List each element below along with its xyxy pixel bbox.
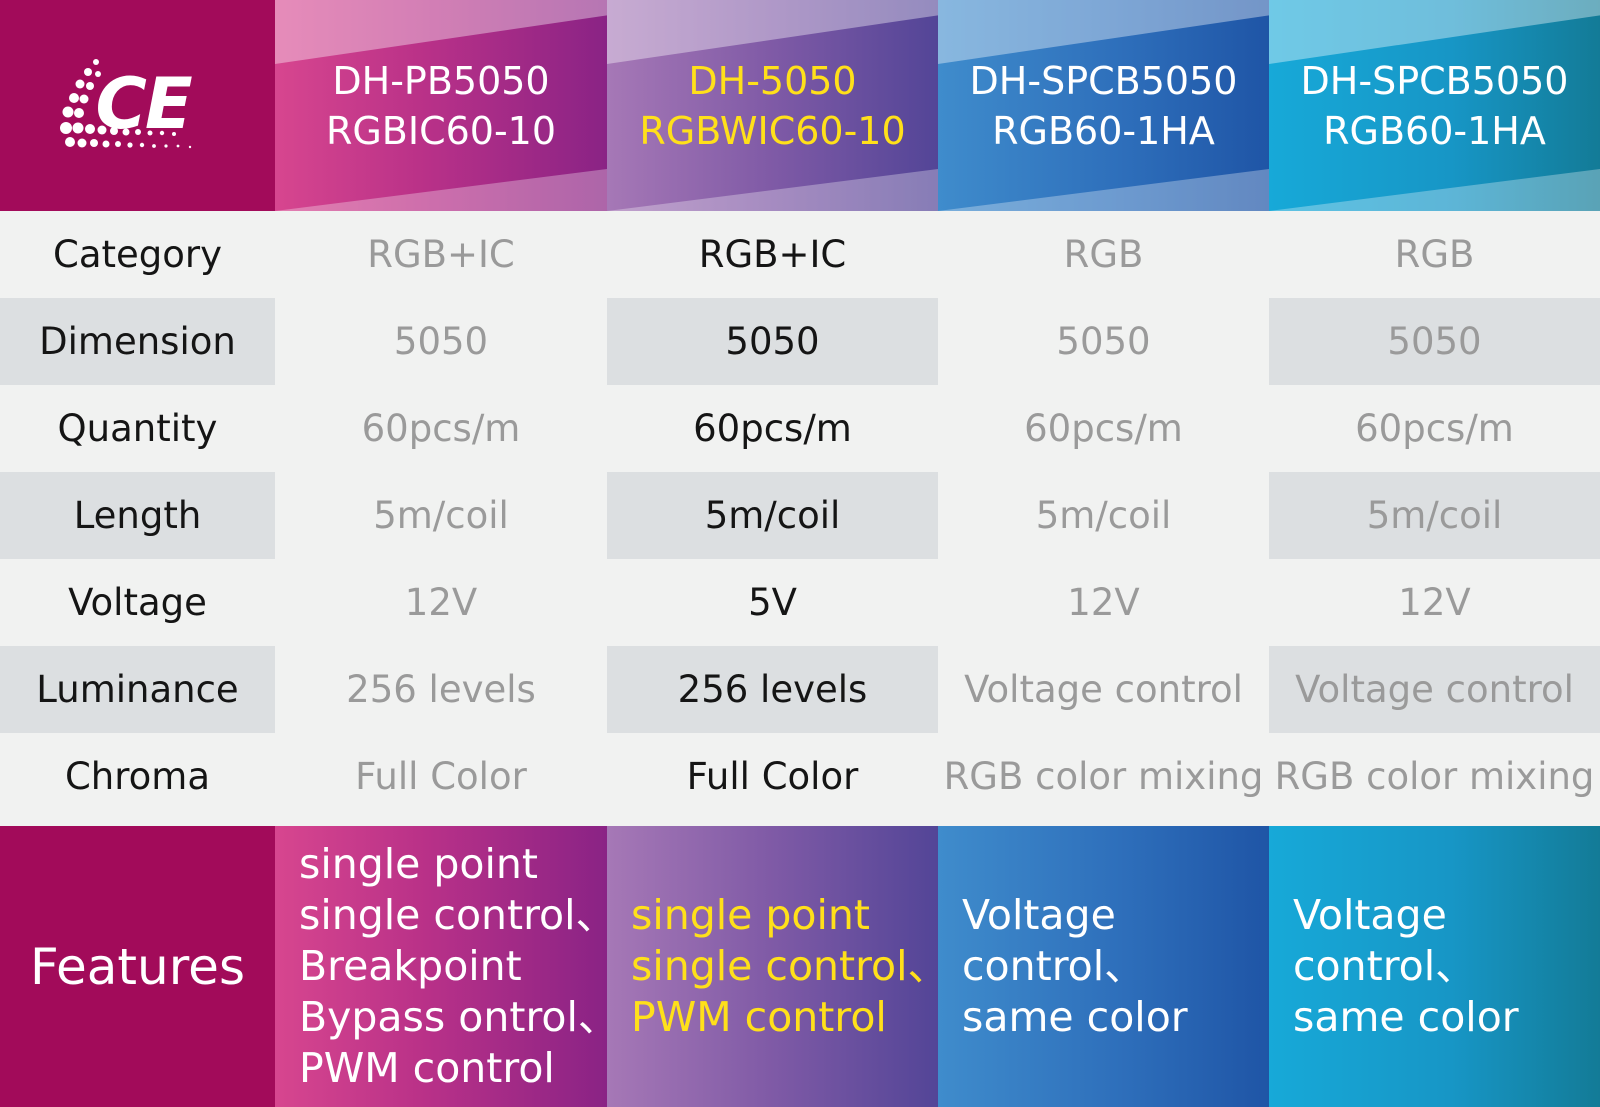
- row-value: 5V: [748, 581, 797, 624]
- row-value: Voltage control: [1269, 646, 1600, 733]
- feature-line: control、: [962, 942, 1146, 990]
- row-value: 5m/coil: [607, 472, 938, 559]
- features-text-2: single point single control、 PWM control: [607, 890, 938, 1043]
- row-label: Category: [52, 233, 222, 276]
- row-quantity: Quantity 60pcs/m 60pcs/m 60pcs/m 60pcs/m: [0, 385, 1600, 472]
- row-value: 5050: [393, 320, 489, 363]
- header-title-3-line2: RGB60-1HA: [992, 108, 1215, 153]
- row-value: RGB+IC: [698, 233, 847, 276]
- row-value: 5050: [1056, 320, 1151, 363]
- row-value: Full Color: [686, 755, 859, 798]
- header-title-2: DH-5050 RGBWIC60-10: [639, 56, 905, 156]
- header-col-4: DH-SPCB5050 RGB60-1HA: [1269, 0, 1600, 211]
- features-text-3: Voltage control、 same color: [938, 890, 1188, 1043]
- feature-line: single point: [299, 840, 538, 888]
- feature-line: control、: [1293, 942, 1477, 990]
- feature-line: single control、: [299, 891, 607, 939]
- row-value: 5m/coil: [1269, 472, 1600, 559]
- logo-cell: CE: [0, 0, 275, 211]
- row-dimension: Dimension 5050 5050 5050 5050: [0, 298, 1600, 385]
- row-value: 12V: [404, 581, 478, 624]
- halftone-dots-icon: [59, 58, 191, 148]
- row-value: RGB: [1394, 233, 1475, 276]
- header-row: CE DH-PB5050 RGBIC60-10 DH-5050 RGBWIC60…: [0, 0, 1600, 211]
- spec-rows: Category RGB+IC RGB+IC RGB RGB Dimension…: [0, 211, 1600, 820]
- header-title-1: DH-PB5050 RGBIC60-10: [326, 56, 556, 156]
- row-luminance: Luminance 256 levels 256 levels Voltage …: [0, 646, 1600, 733]
- feature-line: same color: [962, 993, 1188, 1041]
- features-label: Features: [30, 937, 245, 996]
- row-value: RGB color mixing: [943, 755, 1264, 798]
- features-col-1: single point single control、 Breakpoint …: [275, 826, 607, 1107]
- row-value: 12V: [1398, 581, 1471, 624]
- row-voltage: Voltage 12V 5V 12V 12V: [0, 559, 1600, 646]
- row-length: Length 5m/coil 5m/coil 5m/coil 5m/coil: [0, 472, 1600, 559]
- row-value: 5050: [1269, 298, 1600, 385]
- header-title-3-line1: DH-SPCB5050: [969, 58, 1238, 103]
- header-title-4: DH-SPCB5050 RGB60-1HA: [1301, 56, 1569, 156]
- row-value: 60pcs/m: [693, 407, 852, 450]
- features-label-cell: Features: [0, 826, 275, 1107]
- row-value: 5m/coil: [1035, 494, 1172, 537]
- header-col-1: DH-PB5050 RGBIC60-10: [275, 0, 607, 211]
- features-row: Features single point single control、 Br…: [0, 826, 1600, 1107]
- feature-line: PWM control: [299, 1044, 555, 1092]
- row-value: 60pcs/m: [361, 407, 521, 450]
- header-title-1-line1: DH-PB5050: [332, 58, 550, 103]
- features-col-2: single point single control、 PWM control: [607, 826, 938, 1107]
- header-title-4-line2: RGB60-1HA: [1323, 108, 1546, 153]
- features-col-4: Voltage control、 same color: [1269, 826, 1600, 1107]
- row-label: Chroma: [64, 755, 211, 798]
- row-value: 256 levels: [346, 668, 536, 711]
- feature-line: PWM control: [631, 993, 887, 1041]
- row-value: 12V: [1067, 581, 1140, 624]
- header-col-3: DH-SPCB5050 RGB60-1HA: [938, 0, 1269, 211]
- row-label: Luminance: [0, 646, 275, 733]
- header-title-2-line2: RGBWIC60-10: [639, 108, 906, 153]
- row-value: Voltage control: [964, 668, 1243, 711]
- row-label: Voltage: [68, 581, 207, 624]
- feature-line: single point: [631, 891, 870, 939]
- feature-line: same color: [1293, 993, 1519, 1041]
- logo-text: CE: [95, 62, 193, 145]
- row-label: Dimension: [0, 298, 275, 385]
- row-value: RGB+IC: [367, 233, 515, 276]
- row-value: Full Color: [355, 755, 527, 798]
- header-title-4-line1: DH-SPCB5050: [1300, 58, 1569, 103]
- features-col-3: Voltage control、 same color: [938, 826, 1269, 1107]
- features-text-4: Voltage control、 same color: [1269, 890, 1519, 1043]
- row-value: 256 levels: [607, 646, 938, 733]
- header-title-3: DH-SPCB5050 RGB60-1HA: [970, 56, 1238, 156]
- feature-line: Breakpoint: [299, 942, 522, 990]
- feature-line: Voltage: [1293, 891, 1447, 939]
- row-value: 5m/coil: [373, 494, 509, 537]
- header-title-1-line2: RGBIC60-10: [325, 108, 557, 153]
- feature-line: Bypass ontrol、: [299, 993, 607, 1041]
- header-title-2-line1: DH-5050: [688, 58, 857, 103]
- feature-line: single control、: [631, 942, 938, 990]
- row-value: RGB: [1063, 233, 1144, 276]
- row-value: 60pcs/m: [1355, 407, 1514, 450]
- row-value: 60pcs/m: [1024, 407, 1183, 450]
- row-label: Quantity: [57, 407, 218, 450]
- row-value: 5050: [607, 298, 938, 385]
- row-label: Length: [0, 472, 275, 559]
- row-category: Category RGB+IC RGB+IC RGB RGB: [0, 211, 1600, 298]
- ce-logo: CE: [58, 56, 218, 156]
- feature-line: Voltage: [962, 891, 1116, 939]
- header-col-2: DH-5050 RGBWIC60-10: [607, 0, 938, 211]
- row-chroma: Chroma Full Color Full Color RGB color m…: [0, 733, 1600, 820]
- features-text-1: single point single control、 Breakpoint …: [275, 839, 607, 1094]
- row-value: RGB color mixing: [1274, 755, 1595, 798]
